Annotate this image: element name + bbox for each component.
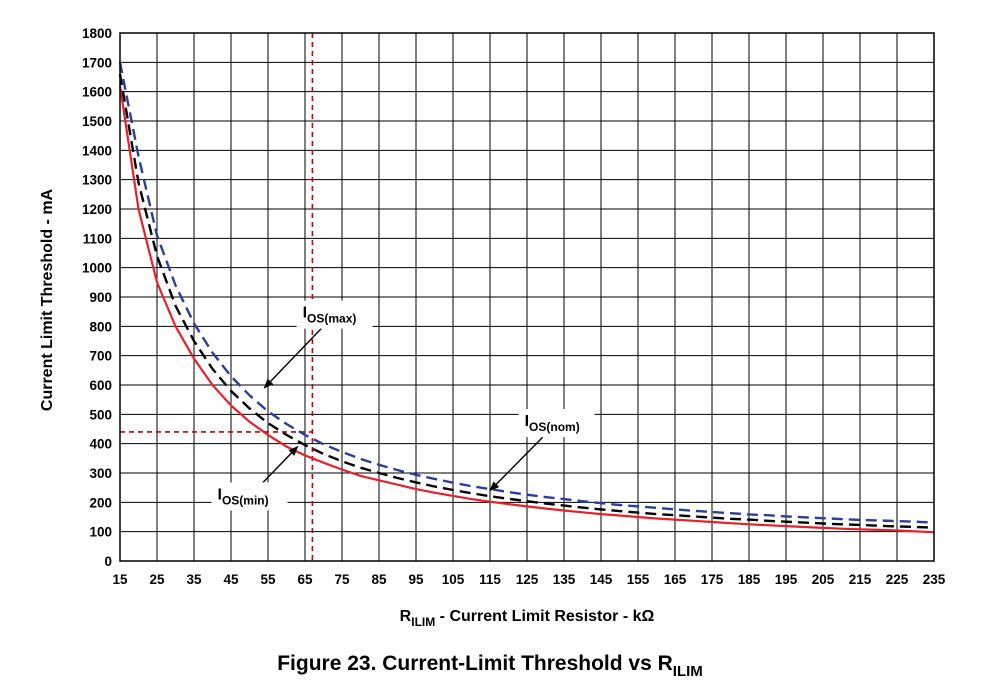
x-tick-label: 215 <box>849 572 872 587</box>
x-tick-label: 75 <box>334 572 350 587</box>
series-group <box>118 62 935 534</box>
y-tick-label: 1000 <box>82 261 112 276</box>
series-line-min <box>118 85 935 534</box>
y-tick-label: 1600 <box>82 85 112 100</box>
y-tick-label: 0 <box>104 554 112 569</box>
annotation-label: IOS(max) <box>303 305 357 326</box>
annotation-nom: IOS(nom) <box>489 409 595 492</box>
annotation-arrow <box>263 328 322 389</box>
x-tick-label: 115 <box>479 572 501 587</box>
x-tick-label: 85 <box>371 572 387 587</box>
y-tick-label: 100 <box>89 525 112 540</box>
x-tick-label: 125 <box>516 572 539 587</box>
y-tick-label: 1800 <box>82 26 112 41</box>
y-tick-label: 500 <box>89 407 112 422</box>
reference-lines <box>120 33 314 561</box>
annotations: IOS(max) IOS(nom) IOS(min) <box>211 300 595 511</box>
annotation-label: IOS(nom) <box>525 413 580 434</box>
annotation-background <box>518 409 595 438</box>
y-tick-labels: 0 100 200 300 400 500 600 700 800 900 1000 1100 1200… <box>82 26 112 569</box>
y-tick-label: 300 <box>89 466 112 481</box>
plot-frame <box>119 32 935 562</box>
y-tick-label: 700 <box>89 349 112 364</box>
figure-caption: Figure 23. Current-Limit Threshold vs RI… <box>277 652 703 680</box>
x-tick-label: 135 <box>553 572 576 587</box>
x-tick-label: 185 <box>738 572 761 587</box>
annotation-max: IOS(max) <box>263 300 373 389</box>
x-axis-title: RILIM - Current Limit Resistor - kΩ <box>400 608 655 629</box>
annotation-label: IOS(min) <box>218 486 269 507</box>
y-tick-label: 400 <box>89 437 112 452</box>
y-tick-label: 1400 <box>82 143 112 158</box>
x-tick-label: 175 <box>701 572 724 587</box>
x-tick-label: 225 <box>886 572 909 587</box>
grid <box>119 32 935 562</box>
series-line-nom <box>118 73 935 529</box>
annotation-arrow <box>262 445 299 483</box>
plot-border <box>119 32 935 562</box>
x-tick-label: 165 <box>664 572 687 587</box>
x-tick-label: 145 <box>590 572 613 587</box>
x-tick-label: 45 <box>223 572 239 587</box>
x-tick-label: 205 <box>812 572 835 587</box>
x-tick-label: 15 <box>112 572 128 587</box>
x-tick-label: 35 <box>186 572 202 587</box>
x-tick-label: 65 <box>297 572 313 587</box>
x-tick-labels: 15 25 35 45 55 65 75 85 95 105 115 125 135 145 155 165 1… <box>112 572 945 587</box>
y-tick-label: 1100 <box>83 231 112 246</box>
y-tick-label: 1300 <box>82 173 112 188</box>
annotation-background <box>296 300 373 329</box>
x-tick-label: 55 <box>260 572 276 587</box>
y-tick-label: 900 <box>89 290 112 305</box>
annotation-background <box>211 482 288 511</box>
x-tick-label: 155 <box>627 572 650 587</box>
annotation-min: IOS(min) <box>211 445 299 511</box>
y-tick-label: 600 <box>89 378 112 393</box>
y-tick-label: 1500 <box>82 114 112 129</box>
x-tick-label: 105 <box>442 572 465 587</box>
x-tick-label: 235 <box>923 572 946 587</box>
series-line-max <box>118 62 935 524</box>
y-tick-label: 200 <box>89 495 112 510</box>
annotation-arrow <box>489 436 544 492</box>
x-tick-label: 95 <box>408 572 424 587</box>
y-tick-label: 1200 <box>82 202 112 217</box>
y-tick-label: 800 <box>89 319 112 334</box>
y-tick-label: 1700 <box>82 55 112 70</box>
x-tick-label: 195 <box>775 572 798 587</box>
x-tick-label: 25 <box>149 572 165 587</box>
y-axis-title: Current Limit Threshold - mA <box>39 188 56 411</box>
